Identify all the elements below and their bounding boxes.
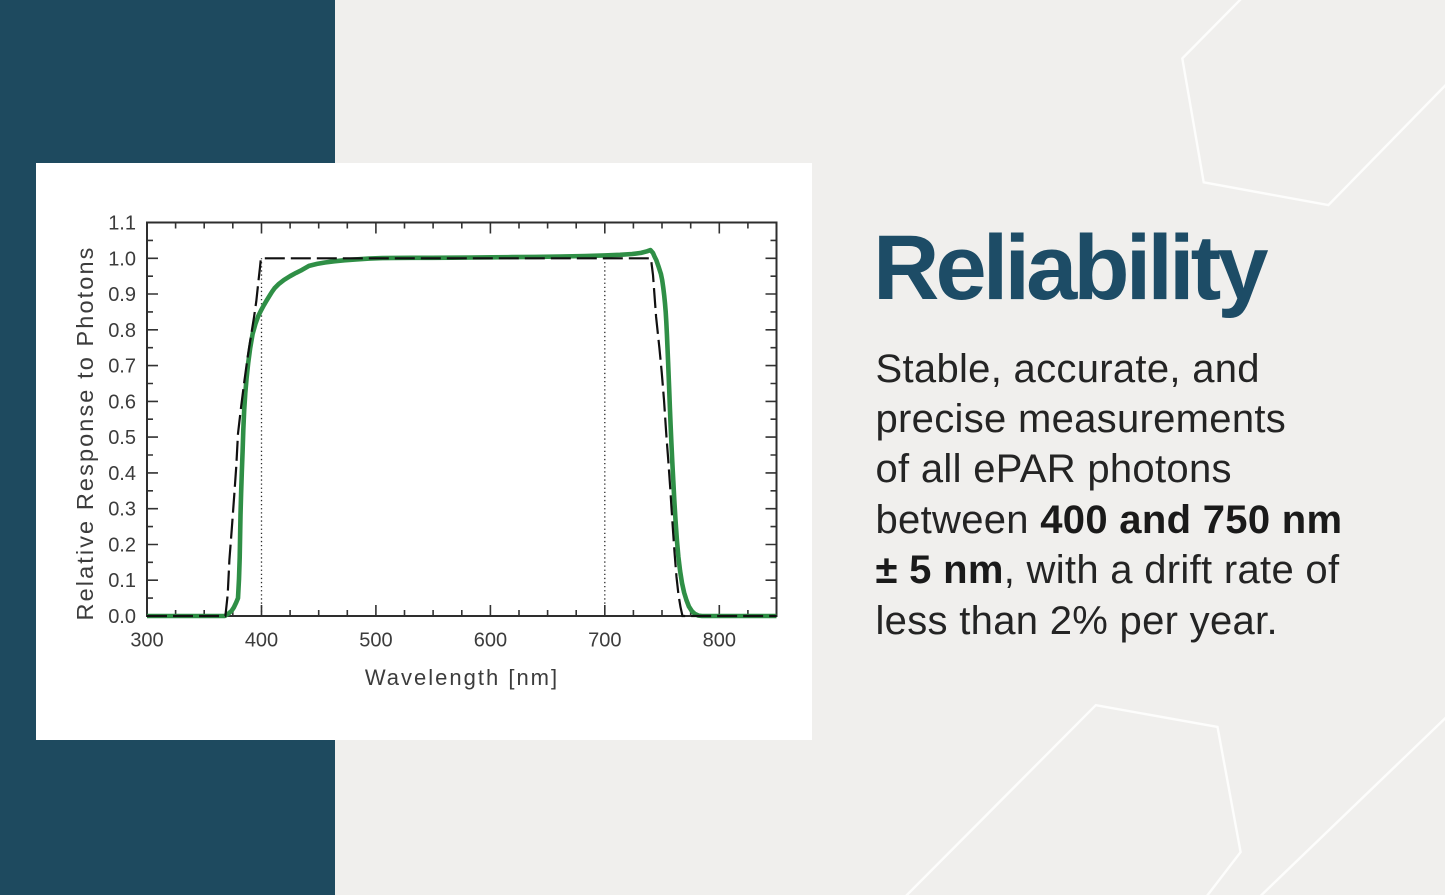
svg-text:Wavelength [nm]: Wavelength [nm] (365, 665, 559, 690)
svg-text:600: 600 (474, 630, 507, 652)
svg-text:0.1: 0.1 (108, 570, 136, 592)
svg-text:0.6: 0.6 (108, 391, 136, 413)
svg-text:400: 400 (245, 630, 278, 652)
svg-text:0.4: 0.4 (108, 463, 136, 485)
svg-text:1.1: 1.1 (108, 213, 136, 235)
svg-text:Relative Response to Photons: Relative Response to Photons (72, 246, 98, 621)
svg-text:0.3: 0.3 (108, 499, 136, 521)
svg-text:500: 500 (359, 630, 392, 652)
svg-text:800: 800 (703, 630, 736, 652)
svg-text:300: 300 (130, 630, 163, 652)
svg-text:0.5: 0.5 (108, 427, 136, 449)
svg-text:1.0: 1.0 (108, 248, 136, 270)
svg-text:0.7: 0.7 (108, 356, 136, 378)
svg-text:0.8: 0.8 (108, 320, 136, 342)
svg-text:700: 700 (588, 630, 621, 652)
svg-text:0.2: 0.2 (108, 535, 136, 557)
svg-text:0.0: 0.0 (108, 606, 136, 628)
svg-text:0.9: 0.9 (108, 284, 136, 306)
